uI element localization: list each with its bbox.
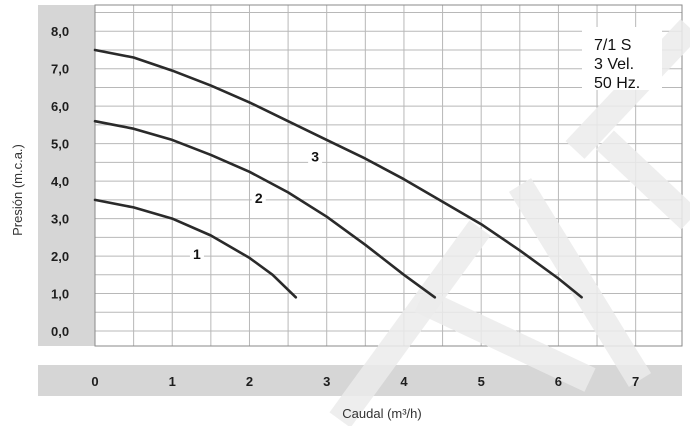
curve-labels: 1 2 3 bbox=[189, 148, 323, 263]
y-tick-label: 2,0 bbox=[51, 249, 69, 264]
y-tick-label: 7,0 bbox=[51, 62, 69, 77]
x-tick-label: 2 bbox=[246, 374, 253, 389]
curve-series-3 bbox=[93, 48, 583, 299]
pump-frequency-label: 50 Hz. bbox=[594, 75, 640, 92]
pump-info-box: 7/1 S 3 Vel. 50 Hz. bbox=[582, 27, 662, 92]
x-tick-label: 3 bbox=[323, 374, 330, 389]
y-axis-title: Presión (m.c.a.) bbox=[10, 144, 25, 236]
curves bbox=[93, 48, 583, 299]
curve-series-2 bbox=[93, 119, 437, 299]
x-tick-label: 5 bbox=[478, 374, 485, 389]
watermark bbox=[329, 19, 690, 426]
curve-label-background bbox=[189, 246, 204, 263]
curve-label-1: 1 bbox=[193, 246, 201, 262]
x-tick-label: 4 bbox=[400, 374, 408, 389]
x-tick-label: 1 bbox=[169, 374, 176, 389]
watermark-stroke bbox=[508, 178, 652, 387]
y-tick-label: 0,0 bbox=[51, 324, 69, 339]
pump-speeds-label: 3 Vel. bbox=[594, 56, 634, 73]
y-tick-label: 1,0 bbox=[51, 287, 69, 302]
y-tick-label: 4,0 bbox=[51, 174, 69, 189]
y-tick-label: 5,0 bbox=[51, 137, 69, 152]
y-axis-band bbox=[38, 5, 95, 346]
curve-label-2: 2 bbox=[255, 190, 263, 206]
y-tick-label: 3,0 bbox=[51, 212, 69, 227]
watermark-stroke bbox=[596, 130, 690, 230]
curve-series-1 bbox=[93, 198, 298, 299]
y-tick-label: 6,0 bbox=[51, 99, 69, 114]
x-tick-label: 7 bbox=[632, 374, 639, 389]
curve-label-background bbox=[308, 148, 323, 165]
watermark-stroke bbox=[329, 220, 491, 426]
tick-labels: 0 1 2 3 4 5 6 7 0,0 1,0 2,0 3,0 4,0 5,0 6,0 7,0 8,0 bbox=[51, 24, 639, 389]
curve-label-background bbox=[251, 189, 266, 206]
x-tick-label: 0 bbox=[91, 374, 98, 389]
pump-info-background bbox=[582, 27, 662, 90]
x-axis-title: Caudal (m³/h) bbox=[342, 406, 421, 421]
x-tick-label: 6 bbox=[555, 374, 562, 389]
pump-model-label: 7/1 S bbox=[594, 37, 631, 54]
curve-label-3: 3 bbox=[311, 149, 319, 165]
watermark-stroke bbox=[414, 288, 596, 392]
y-tick-label: 8,0 bbox=[51, 24, 69, 39]
